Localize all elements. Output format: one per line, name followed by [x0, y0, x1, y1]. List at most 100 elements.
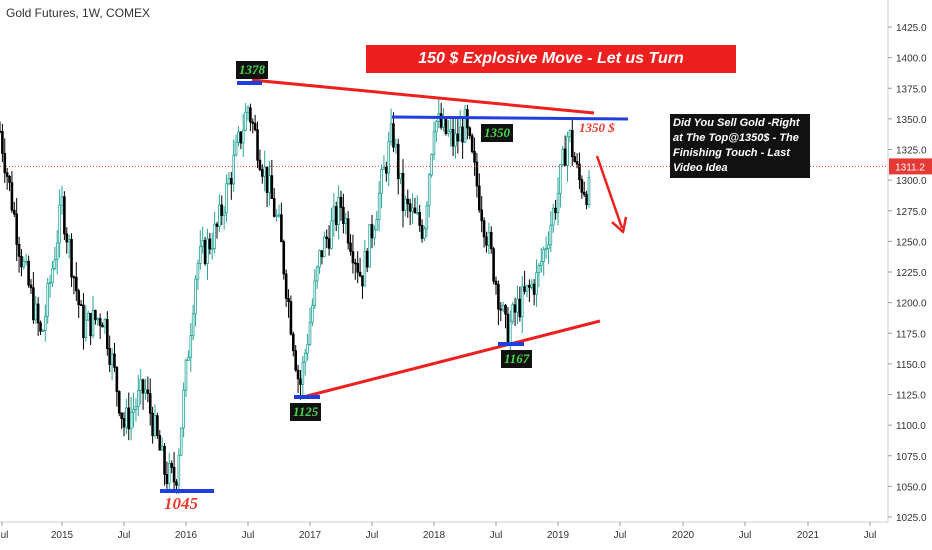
label-1378: 1378 — [236, 61, 268, 79]
candle-body — [263, 166, 266, 177]
candle-body — [108, 348, 111, 365]
candle-body — [232, 154, 235, 185]
candle-body — [77, 290, 80, 305]
candle-body — [308, 321, 312, 345]
candle-body — [389, 123, 393, 143]
candle-body — [492, 248, 495, 282]
candle-body — [55, 242, 59, 261]
candle-body — [513, 304, 517, 313]
candle-body — [323, 236, 326, 258]
candle-body — [225, 183, 228, 214]
note-annotation: Did You Sell Gold -Right at The Top@1350… — [670, 114, 810, 178]
candle-body — [251, 121, 255, 124]
candle-body — [430, 154, 433, 176]
candle-body — [518, 298, 522, 318]
candle-body — [275, 215, 278, 217]
candle-body — [571, 130, 574, 158]
candle-body — [385, 166, 388, 174]
candle-body — [578, 163, 581, 181]
candle-body — [60, 196, 64, 206]
candle-body — [327, 238, 331, 249]
candle-body — [311, 305, 314, 323]
y-axis: 1425.0 1400.0 1375.0 1350.0 1325.0 1300.0 1275… — [887, 0, 927, 524]
candle-body — [509, 320, 512, 344]
candle-body — [227, 178, 231, 185]
candle-body — [294, 350, 297, 371]
candle-body — [244, 112, 247, 131]
candle-body — [101, 324, 104, 328]
candle-body — [165, 473, 169, 484]
candle-body — [375, 219, 379, 231]
candles-group — [0, 97, 591, 494]
candle-body — [34, 303, 38, 321]
candle-body — [370, 224, 374, 239]
candle-body — [361, 275, 364, 287]
candle-body — [487, 231, 491, 246]
candle-body — [10, 182, 14, 211]
x-tick-label: Jul — [242, 530, 255, 541]
candle-body — [463, 109, 467, 143]
candle-body — [292, 333, 295, 352]
overlays-group: 1311.2 — [0, 78, 932, 493]
label-1045: 1045 — [164, 494, 198, 513]
candle-body — [377, 192, 381, 220]
candle-body — [36, 303, 40, 324]
candle-body — [20, 255, 23, 268]
candle-body — [516, 298, 519, 313]
candle-body — [218, 204, 221, 227]
candle-body — [344, 218, 348, 225]
candle-body — [540, 261, 543, 266]
x-tick-label: Jul — [614, 530, 627, 541]
candle-body — [561, 148, 565, 165]
candle-body — [280, 214, 283, 243]
y-tick-label: 1400.0 — [896, 54, 927, 65]
candle-body — [349, 242, 352, 252]
candle-body — [110, 353, 114, 365]
candle-body — [96, 318, 100, 321]
candle-body — [148, 393, 152, 414]
candle-body — [172, 466, 176, 483]
candle-body — [234, 141, 238, 156]
candle-body — [89, 312, 92, 337]
down-arrow-shaft — [595, 155, 624, 229]
candle-body — [449, 129, 452, 132]
candle-body — [435, 120, 438, 133]
candle-body — [399, 172, 402, 180]
candle-body — [318, 250, 321, 268]
down-arrow-head — [611, 216, 628, 234]
candle-body — [98, 318, 102, 326]
candle-body — [301, 361, 305, 385]
candle-body — [75, 276, 78, 292]
candle-body — [134, 406, 138, 410]
candle-body — [563, 148, 567, 166]
candle-body — [387, 141, 390, 174]
candle-body — [342, 206, 345, 225]
x-tick-label: 2020 — [672, 530, 695, 541]
candle-body — [129, 412, 133, 430]
y-tick-label: 1150.0 — [896, 360, 926, 371]
candle-body — [91, 310, 95, 337]
symbol-title: Gold Futures, 1W, COMEX — [6, 6, 151, 20]
last-price-tag — [889, 158, 932, 175]
candle-body — [432, 131, 436, 156]
candle-body — [215, 223, 219, 227]
candle-body — [585, 194, 588, 206]
candle-body — [249, 107, 252, 123]
candle-body — [418, 212, 421, 226]
x-tick-label: Jul — [864, 530, 877, 541]
candle-body — [580, 179, 584, 193]
upper-trendline — [251, 78, 595, 115]
candle-body — [175, 481, 178, 486]
candle-body — [363, 250, 367, 287]
candle-body — [287, 297, 290, 302]
banner-annotation: 150 $ Explosive Move - Let us Turn Down@… — [366, 45, 736, 95]
candle-body — [184, 359, 188, 391]
candle-body — [499, 308, 503, 311]
candle-body — [103, 319, 107, 328]
candle-body — [160, 445, 164, 451]
candle-body — [461, 126, 464, 143]
candle-body — [115, 366, 119, 392]
candle-body — [573, 156, 576, 163]
candle-body — [480, 209, 483, 222]
